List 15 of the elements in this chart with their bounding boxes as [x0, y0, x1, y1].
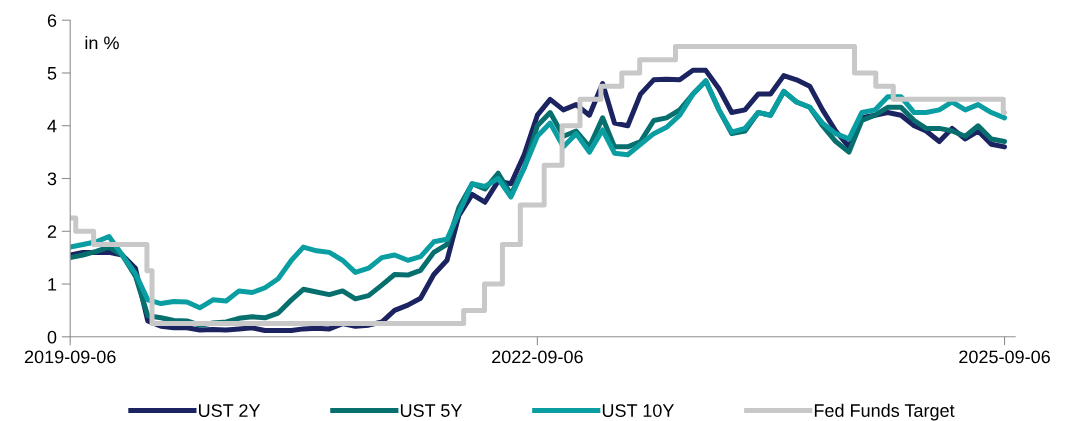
- x-tick-label: 2019-09-06: [24, 350, 116, 364]
- x-tick-label: 2025-09-06: [959, 350, 1050, 364]
- legend-label: UST 10Y: [602, 404, 674, 417]
- y-tick-label: 6: [47, 14, 57, 27]
- legend-label: UST 2Y: [199, 404, 261, 417]
- y-tick-label: 1: [48, 278, 57, 291]
- annotation: in %: [85, 36, 119, 50]
- y-tick-label: 4: [47, 119, 57, 133]
- legend-label: UST 5Y: [400, 404, 463, 417]
- x-tick-label: 2022-09-06: [492, 350, 583, 364]
- y-tick-label: 5: [47, 67, 57, 80]
- legend-label: Fed Funds Target: [814, 403, 955, 421]
- y-tick-label: 2: [47, 225, 57, 238]
- y-tick-label: 0: [47, 330, 57, 344]
- y-tick-label: 3: [47, 172, 57, 186]
